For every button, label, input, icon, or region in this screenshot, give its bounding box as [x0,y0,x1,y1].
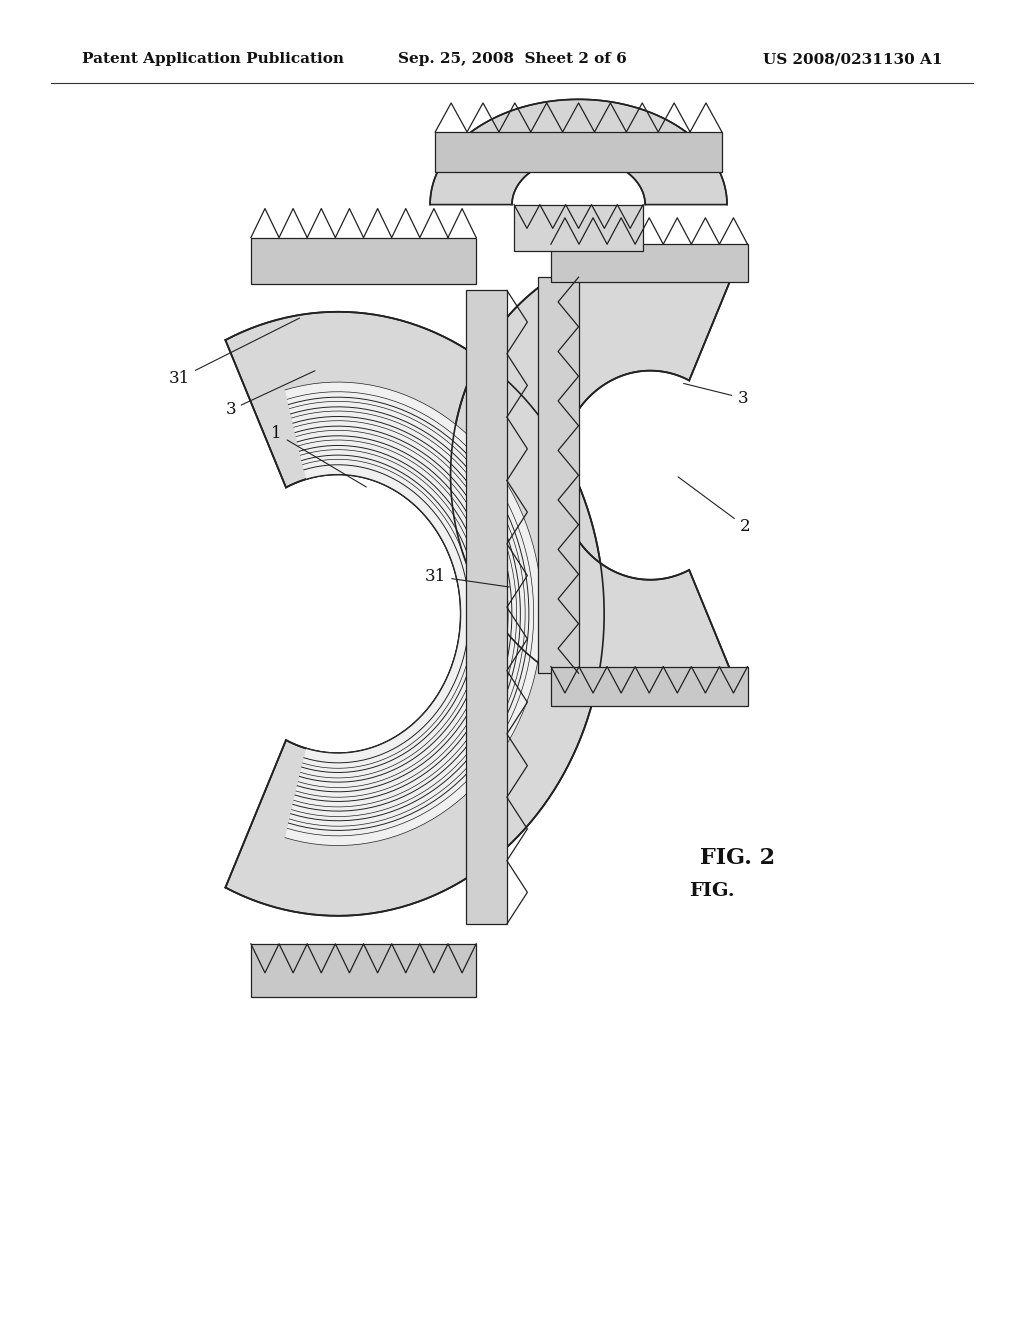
Polygon shape [538,277,579,673]
Polygon shape [466,290,507,924]
Polygon shape [300,450,482,777]
Text: 3: 3 [684,384,748,407]
Polygon shape [430,99,727,205]
Text: FIG. 2: FIG. 2 [699,847,775,869]
Polygon shape [292,411,517,817]
Polygon shape [296,430,500,797]
Text: 1: 1 [271,425,367,487]
Polygon shape [288,392,534,836]
Polygon shape [285,381,542,846]
Polygon shape [290,401,525,826]
Polygon shape [303,459,474,768]
Text: 31: 31 [425,568,509,587]
Polygon shape [251,944,476,997]
Polygon shape [298,440,492,788]
Polygon shape [435,132,722,172]
Text: US 2008/0231130 A1: US 2008/0231130 A1 [763,53,942,66]
Polygon shape [551,667,748,706]
Polygon shape [225,312,604,916]
Polygon shape [294,421,508,807]
Text: Patent Application Publication: Patent Application Publication [82,53,344,66]
Text: FIG.: FIG. [689,882,734,900]
Polygon shape [514,205,643,251]
Text: Sep. 25, 2008  Sheet 2 of 6: Sep. 25, 2008 Sheet 2 of 6 [397,53,627,66]
Text: 3: 3 [225,371,315,418]
Text: 31: 31 [169,318,300,387]
Polygon shape [451,248,734,702]
Polygon shape [251,238,476,284]
Text: 2: 2 [678,477,750,535]
Polygon shape [551,244,748,282]
